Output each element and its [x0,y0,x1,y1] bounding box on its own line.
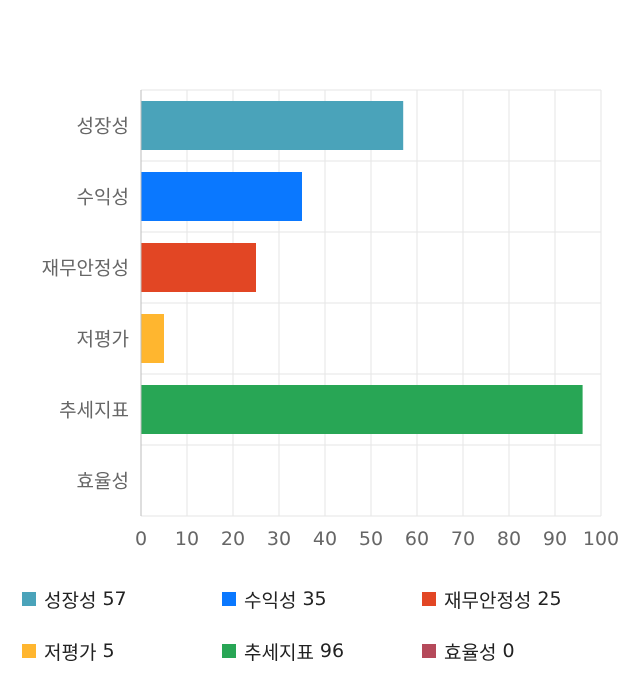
legend-swatch [22,644,36,658]
legend-item[interactable]: 저평가 5 [22,638,115,664]
category-label: 성장성 [77,116,129,138]
x-tick-label: 60 [405,528,429,550]
legend-label: 수익성 [244,589,297,612]
legend-label: 저평가 [44,641,97,664]
legend-value: 25 [537,588,562,610]
legend-label: 추세지표 [244,641,314,664]
legend-item[interactable]: 성장성 57 [22,586,127,612]
legend-swatch [422,592,436,606]
x-tick-label: 90 [543,528,567,550]
bar-추세지표 [141,385,583,434]
bar-성장성 [141,101,404,150]
x-tick-label: 50 [359,528,383,550]
legend-value: 57 [102,588,127,610]
legend-item[interactable]: 추세지표 96 [222,638,344,664]
x-tick-label: 0 [135,528,147,550]
gridlines [140,89,602,517]
legend-swatch [222,592,236,606]
x-tick-labels: 0 10 20 30 40 50 60 70 80 90 100 [135,528,619,550]
bar-수익성 [141,172,302,221]
legend-swatch [22,592,36,606]
legend-value: 96 [319,640,345,662]
category-label: 효율성 [77,471,129,493]
x-tick-label: 100 [583,528,619,550]
legend-value: 35 [302,588,327,610]
legend-label: 재무안정성 [444,589,532,612]
category-label: 저평가 [77,329,129,351]
category-label: 추세지표 [59,400,129,422]
legend-item[interactable]: 효율성 0 [422,638,515,664]
category-label: 재무안정성 [42,258,129,280]
legend-value: 0 [502,640,515,662]
x-tick-label: 80 [497,528,521,550]
legend-item[interactable]: 수익성 35 [222,586,327,612]
legend-swatch [222,644,236,658]
legend-swatch [422,644,436,658]
x-tick-label: 70 [451,528,475,550]
legend-item[interactable]: 재무안정성 25 [422,586,562,612]
x-tick-label: 20 [221,528,245,550]
bar-저평가 [141,314,164,363]
bar-재무안정성 [141,243,256,292]
bars [141,101,583,434]
x-tick-label: 30 [267,528,291,550]
legend-label: 성장성 [44,589,97,612]
legend-label: 효율성 [444,641,497,664]
legend-value: 5 [102,640,115,662]
x-tick-label: 10 [175,528,199,550]
x-tick-label: 40 [313,528,337,550]
category-label: 수익성 [77,187,129,209]
